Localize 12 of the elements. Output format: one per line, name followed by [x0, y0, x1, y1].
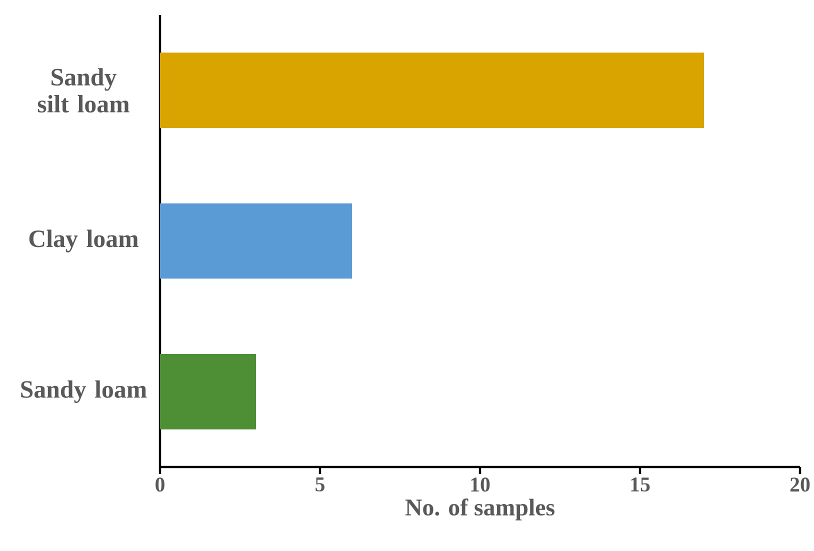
y-tick-label: Sandy loam [21, 380, 147, 403]
x-tick-label: 0 [156, 478, 164, 492]
y-tick-label: Sandy silt loam [38, 68, 130, 113]
x-tick-label: 10 [471, 478, 490, 492]
y-tick-label: Clay loam [29, 230, 138, 252]
x-tick-label: 15 [631, 478, 650, 492]
bar [160, 203, 352, 279]
bar [160, 52, 704, 128]
bar [160, 354, 256, 430]
x-tick-label: 5 [316, 478, 324, 492]
x-tick-label: 20 [790, 478, 810, 492]
x-axis-title: No. of samples [405, 498, 554, 520]
